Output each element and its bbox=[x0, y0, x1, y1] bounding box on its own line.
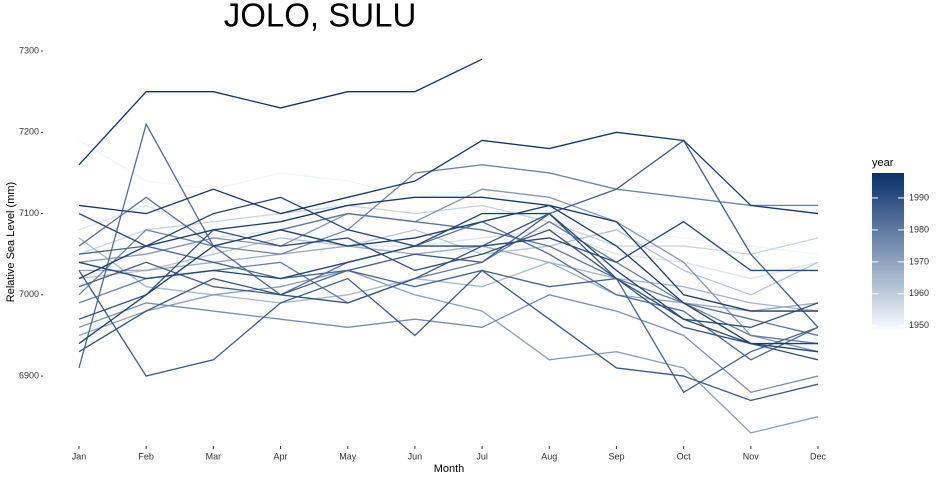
x-tick-label: Nov bbox=[743, 451, 760, 461]
y-tick-label: 6900 bbox=[19, 370, 39, 380]
x-tick-label: Jan bbox=[72, 451, 87, 461]
colorbar-tick-label: 1990 bbox=[909, 192, 929, 202]
series-line bbox=[78, 220, 818, 280]
legend-title: year bbox=[872, 157, 894, 169]
series-line bbox=[78, 237, 819, 312]
colorbar-tick-label: 1970 bbox=[909, 256, 929, 266]
colorbar-tick-label: 1980 bbox=[909, 224, 929, 234]
y-tick-label: 7300 bbox=[19, 45, 39, 55]
x-axis-label: Month bbox=[434, 463, 465, 475]
x-tick-label: Dec bbox=[810, 451, 827, 461]
colorbar-tick-label: 1950 bbox=[909, 320, 929, 330]
series-line bbox=[78, 229, 819, 328]
colorbar bbox=[872, 173, 904, 330]
x-tick-label: Aug bbox=[541, 451, 557, 461]
series-line bbox=[78, 204, 819, 255]
x-tick-label: Jul bbox=[476, 451, 488, 461]
series-line bbox=[78, 122, 819, 369]
series-line bbox=[78, 196, 818, 312]
x-tick-label: Sep bbox=[608, 451, 624, 461]
x-tick-label: May bbox=[339, 451, 357, 461]
series-line bbox=[78, 58, 483, 166]
colorbar-tick-label: 1960 bbox=[909, 288, 929, 298]
chart-title: JOLO, SULU bbox=[224, 0, 417, 34]
x-tick-label: Jun bbox=[408, 451, 423, 461]
x-tick-label: Feb bbox=[138, 451, 154, 461]
series-line bbox=[79, 245, 819, 312]
series-line bbox=[78, 139, 819, 328]
x-tick-label: Mar bbox=[206, 451, 222, 461]
series-line bbox=[78, 164, 818, 296]
y-tick-label: 7000 bbox=[19, 289, 39, 299]
series-line bbox=[78, 196, 819, 337]
series-line bbox=[78, 139, 819, 255]
series-line bbox=[78, 245, 819, 394]
y-axis-label: Relative Sea Level (mm) bbox=[5, 182, 17, 302]
series-line bbox=[78, 131, 819, 215]
y-tick-label: 7100 bbox=[19, 208, 39, 218]
series-line bbox=[78, 294, 819, 394]
y-tick-label: 7200 bbox=[19, 127, 39, 137]
series-line bbox=[78, 269, 819, 434]
x-tick-label: Oct bbox=[677, 451, 692, 461]
x-tick-label: Apr bbox=[274, 451, 288, 461]
series-line bbox=[78, 204, 818, 345]
series-line bbox=[78, 269, 819, 402]
